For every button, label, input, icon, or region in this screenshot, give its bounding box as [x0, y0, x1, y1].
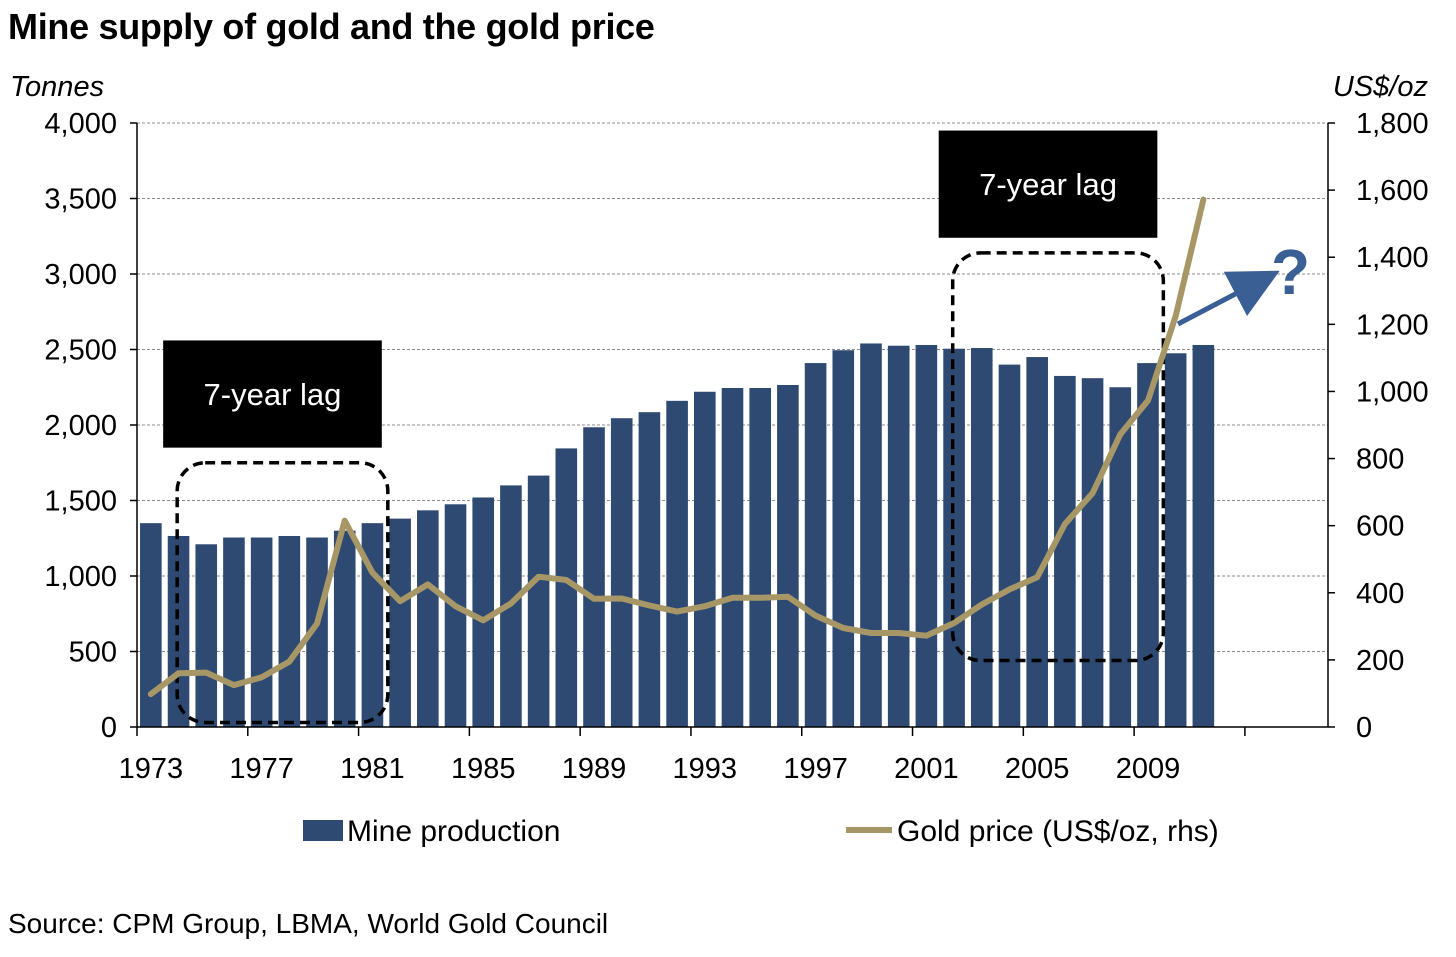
bar-mine-production	[250, 537, 273, 727]
bar-mine-production	[1054, 375, 1076, 727]
bar-mine-production	[583, 427, 605, 727]
right-tick-label: 1,800	[1356, 108, 1429, 140]
bar-mine-production	[555, 448, 578, 727]
legend-label-gold-price: Gold price (US$/oz, rhs)	[897, 815, 1219, 848]
bar-mine-production	[1109, 387, 1132, 727]
legend: Mine production Gold price (US$/oz, rhs)	[303, 815, 1219, 848]
bar-mine-production	[998, 364, 1021, 727]
x-tick-label: 1993	[673, 753, 738, 785]
left-tick-label: 1,000	[44, 561, 117, 593]
bar-mine-production	[1164, 353, 1187, 727]
legend-swatch-mine-production	[303, 820, 343, 841]
legend-label-mine-production: Mine production	[347, 815, 560, 848]
left-tick-label: 2,000	[44, 410, 117, 442]
x-tick-label: 1973	[119, 753, 184, 785]
right-tick-label: 200	[1356, 645, 1404, 677]
lag-label-box	[938, 130, 1158, 238]
x-tick-label: 2001	[894, 753, 959, 785]
right-tick-label: 1,000	[1356, 376, 1429, 408]
x-tick-label: 1985	[451, 753, 516, 785]
bar-mine-production	[140, 523, 162, 727]
x-tick-label: 1997	[783, 753, 848, 785]
bar-mine-production	[832, 350, 855, 727]
bar-mine-production	[638, 412, 661, 727]
bar-mine-production	[389, 518, 411, 727]
bar-mine-production	[860, 343, 882, 727]
bar-mine-production	[444, 504, 467, 727]
bar-mine-production	[472, 497, 495, 727]
x-tick-label: 1989	[562, 753, 627, 785]
bar-mine-production	[1192, 344, 1215, 727]
left-tick-label: 1,500	[44, 486, 117, 518]
lag-label: 7-year lag	[204, 377, 342, 412]
source-note: Source: CPM Group, LBMA, World Gold Coun…	[8, 908, 609, 939]
left-tick-label: 4,000	[44, 108, 117, 140]
right-tick-label: 400	[1356, 578, 1404, 610]
bar-mine-production	[195, 544, 218, 727]
gold-price-line-layer	[147, 196, 1207, 698]
bar-mine-production	[610, 418, 633, 727]
left-tick-label: 3,500	[44, 184, 117, 216]
right-axis-label: US$/oz	[1333, 71, 1429, 103]
question-mark: ?	[1271, 236, 1310, 308]
bar-mine-production	[970, 347, 993, 727]
bar-mine-production	[721, 388, 744, 727]
x-tick-label: 1977	[229, 753, 294, 785]
right-tick-label: 800	[1356, 444, 1404, 476]
bar-mine-production	[887, 345, 910, 727]
right-tick-label: 1,400	[1356, 242, 1429, 274]
bar-mine-production	[333, 530, 356, 727]
right-tick-label: 600	[1356, 511, 1404, 543]
bar-mine-production	[1081, 378, 1104, 727]
right-tick-label: 1,200	[1356, 309, 1429, 341]
left-tick-label: 2,500	[44, 335, 117, 367]
bar-mine-production	[777, 384, 799, 727]
bar-mine-production	[1026, 357, 1048, 727]
question-arrow	[1176, 270, 1280, 327]
bar-mine-production	[804, 363, 827, 727]
left-axis-label: Tonnes	[10, 71, 104, 103]
bar-mine-production	[278, 535, 301, 727]
bar-mine-production	[749, 388, 771, 727]
left-tick-label: 500	[69, 637, 117, 669]
bar-mine-production	[306, 537, 328, 727]
bar-mine-production	[666, 400, 688, 727]
axes: 0 500 1,000 1,500 2,000 2,500 3,000 3,500 4,000 0…	[10, 71, 1429, 785]
left-tick-label: 0	[101, 712, 117, 744]
bar-mine-production	[417, 510, 439, 727]
chart-title: Mine supply of gold and the gold price	[8, 6, 655, 47]
lag-label: 7-year lag	[979, 167, 1117, 202]
lag-label-box	[163, 340, 382, 448]
bar-mine-production	[223, 537, 245, 727]
bar-mine-production	[1137, 363, 1159, 727]
x-tick-label: 1981	[340, 753, 405, 785]
x-tick-label: 2009	[1116, 753, 1181, 785]
bar-mine-production	[915, 344, 938, 727]
right-tick-label: 0	[1356, 712, 1372, 744]
x-tick-label: 2005	[1005, 753, 1070, 785]
left-tick-label: 3,000	[44, 259, 117, 291]
bar-mine-production	[527, 475, 550, 727]
right-tick-label: 1,600	[1356, 175, 1429, 207]
annotation-layer: 7-year lag 7-year lag?	[163, 130, 1310, 725]
bar-mine-production	[694, 391, 716, 727]
lag-dashed-box	[950, 251, 1166, 663]
